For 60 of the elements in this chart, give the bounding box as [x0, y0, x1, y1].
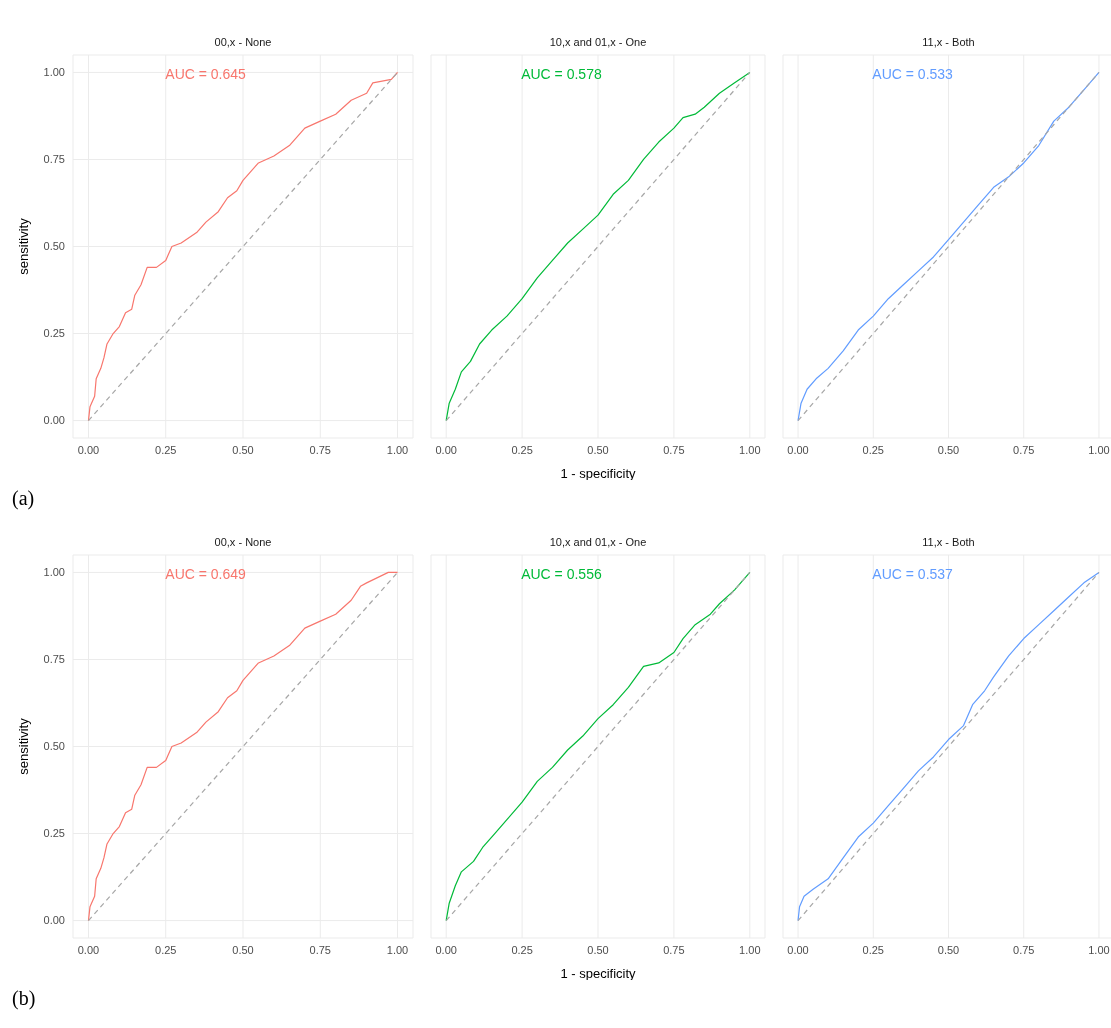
x-tick-label: 0.25 — [155, 443, 177, 456]
x-tick-label: 1.00 — [386, 943, 409, 956]
y-tick-label: 0.75 — [43, 153, 65, 166]
x-tick-label: 1.00 — [1088, 443, 1110, 456]
x-tick-label: 0.25 — [155, 943, 177, 956]
chart-title: 10,x and 01,x - One — [548, 36, 648, 48]
x-tick-label: 0.75 — [663, 443, 685, 456]
x-tick-label: 0.25 — [862, 943, 884, 956]
text: (b) — [12, 987, 36, 1010]
line-series — [87, 71, 399, 422]
y-axis-title: sensitivity — [15, 217, 31, 275]
x-tick-label: 0.75 — [1013, 443, 1035, 456]
y-tick-label: 0.00 — [43, 914, 65, 927]
annotation: AUC = 0.556 — [521, 566, 602, 582]
x-tick-label: 0.75 — [1013, 943, 1035, 956]
line-series — [87, 571, 399, 922]
chart-title: 10,x and 01,x - One — [548, 536, 648, 548]
chart-title: 00,x - None — [213, 536, 273, 548]
x-tick-label: 1.00 — [386, 443, 409, 456]
annotation: AUC = 0.537 — [872, 566, 953, 582]
y-tick-label: 0.25 — [43, 327, 65, 340]
x-tick-label: 0.25 — [862, 443, 884, 456]
x-tick-label: 0.50 — [232, 943, 254, 956]
x-tick-label: 0.00 — [787, 443, 809, 456]
y-tick-label: 0.00 — [43, 414, 65, 427]
chart-title: 00,x - None — [213, 36, 273, 48]
x-tick-label: 1.00 — [1088, 943, 1110, 956]
x-tick-label: 1.00 — [739, 443, 761, 456]
x-tick-label: 0.00 — [77, 443, 100, 456]
text: (a) — [12, 487, 35, 510]
y-axis-title: sensitivity — [15, 717, 31, 775]
annotation: AUC = 0.533 — [872, 66, 953, 82]
x-tick-label: 0.50 — [937, 443, 960, 456]
annotation: AUC = 0.649 — [164, 566, 247, 582]
x-axis-title: 1 - specificity — [560, 966, 637, 981]
x-tick-label: 0.00 — [77, 943, 100, 956]
x-axis-title: 1 - specificity — [560, 466, 637, 481]
x-tick-label: 0.50 — [232, 443, 254, 456]
x-tick-label: 0.50 — [587, 943, 609, 956]
x-tick-label: 0.75 — [663, 943, 685, 956]
y-tick-label: 0.75 — [43, 653, 65, 666]
y-tick-label: 0.50 — [43, 240, 65, 253]
x-tick-label: 1.00 — [739, 943, 761, 956]
x-tick-label: 0.75 — [309, 943, 331, 956]
y-tick-label: 1.00 — [43, 566, 65, 579]
x-tick-label: 0.00 — [435, 443, 457, 456]
annotation: AUC = 0.578 — [521, 66, 602, 82]
x-tick-label: 0.50 — [587, 443, 609, 456]
x-tick-label: 0.25 — [511, 443, 533, 456]
x-tick-label: 0.75 — [309, 443, 331, 456]
x-tick-label: 0.00 — [787, 943, 809, 956]
chart-title: 11,x - Both — [921, 536, 976, 548]
x-tick-label: 0.00 — [435, 943, 457, 956]
y-tick-label: 0.50 — [43, 740, 65, 753]
chart-title: 11,x - Both — [921, 36, 976, 48]
y-tick-label: 0.25 — [43, 827, 65, 840]
x-tick-label: 0.50 — [937, 943, 960, 956]
annotation: AUC = 0.645 — [164, 66, 247, 82]
x-tick-label: 0.25 — [511, 943, 533, 956]
y-tick-label: 1.00 — [43, 66, 65, 79]
